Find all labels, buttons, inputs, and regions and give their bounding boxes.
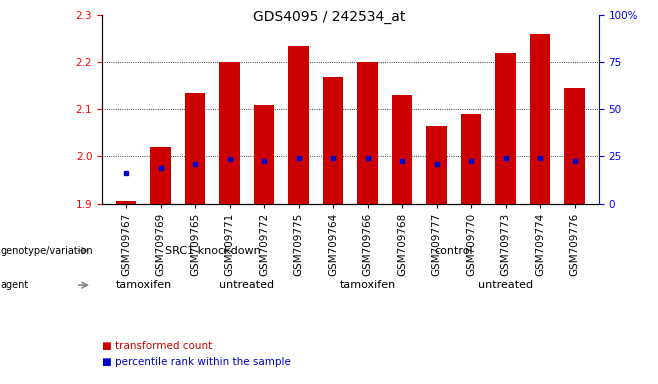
Text: ■ percentile rank within the sample: ■ percentile rank within the sample: [102, 357, 291, 367]
Bar: [185, 93, 205, 204]
Bar: [219, 62, 240, 204]
Text: SRC1 knockdown: SRC1 knockdown: [164, 245, 261, 256]
Text: untreated: untreated: [219, 280, 274, 290]
Bar: [323, 76, 343, 204]
Text: tamoxifen: tamoxifen: [115, 280, 172, 290]
Bar: [392, 95, 413, 204]
Bar: [495, 53, 516, 204]
Text: control: control: [434, 245, 473, 256]
Text: genotype/variation: genotype/variation: [1, 245, 93, 256]
Text: GDS4095 / 242534_at: GDS4095 / 242534_at: [253, 10, 405, 23]
Bar: [254, 105, 274, 204]
Bar: [530, 34, 551, 204]
Bar: [461, 114, 482, 204]
Bar: [150, 147, 171, 204]
Text: tamoxifen: tamoxifen: [340, 280, 395, 290]
Bar: [288, 46, 309, 204]
Bar: [357, 62, 378, 204]
Text: untreated: untreated: [478, 280, 533, 290]
Bar: [426, 126, 447, 204]
Bar: [116, 201, 136, 204]
Text: agent: agent: [1, 280, 29, 290]
Text: ■ transformed count: ■ transformed count: [102, 341, 213, 351]
Bar: [565, 88, 585, 204]
